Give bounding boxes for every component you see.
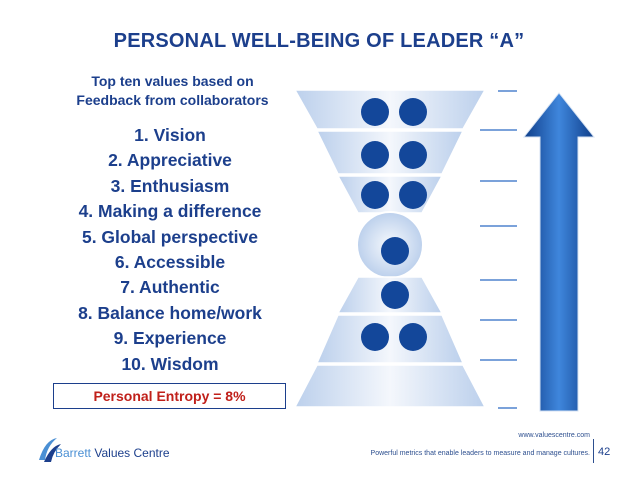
- footer-divider: [593, 439, 594, 463]
- logo-word-2: Values Centre: [94, 446, 170, 460]
- hourglass-diagram: [295, 89, 595, 412]
- value-dot: [361, 98, 389, 126]
- values-subtitle: Top ten values based on Feedback from co…: [55, 72, 290, 110]
- value-item-6: 6. Accessible: [114, 251, 226, 272]
- value-dot: [361, 181, 389, 209]
- value-item-8: 8. Balance home/work: [78, 302, 262, 323]
- hourglass-level-1: [295, 89, 487, 130]
- value-dot: [361, 323, 389, 351]
- value-item-5: 5. Global perspective: [81, 226, 259, 247]
- subtitle-line-2: Feedback from collaborators: [76, 92, 269, 108]
- value-dot: [399, 141, 427, 169]
- barrett-logo: [39, 438, 61, 462]
- hourglass-level-6: [315, 314, 465, 364]
- value-dot: [381, 281, 409, 309]
- values-list: 1. Vision 2. Appreciative 3. Enthusiasm …: [45, 123, 295, 377]
- value-dot: [399, 323, 427, 351]
- value-dot: [399, 98, 427, 126]
- page-number: 42: [598, 446, 611, 458]
- subtitle-line-1: Top ten values based on: [91, 73, 254, 89]
- value-item-10: 10. Wisdom: [121, 353, 219, 374]
- footer-url[interactable]: www.valuescentre.com: [518, 432, 590, 439]
- logo-word-1: Barrett: [55, 446, 92, 460]
- entropy-box: Personal Entropy = 8%: [53, 383, 286, 409]
- value-dot: [361, 141, 389, 169]
- up-arrow: [522, 92, 595, 412]
- value-item-7: 7. Authentic: [120, 277, 220, 298]
- value-item-2: 2. Appreciative: [108, 150, 232, 171]
- value-dot: [381, 237, 409, 265]
- slide-title: PERSONAL WELL-BEING OF LEADER “A”: [113, 30, 525, 52]
- value-item-1: 1. Vision: [134, 125, 206, 145]
- value-item-4: 4. Making a difference: [78, 201, 262, 222]
- value-item-3: 3. Enthusiasm: [110, 175, 230, 196]
- hourglass-level-2: [315, 130, 465, 175]
- value-dot: [399, 181, 427, 209]
- hourglass-level-7: [295, 364, 487, 408]
- logo-text: Barrett Values Centre: [55, 446, 170, 460]
- footer-tagline: Powerful metrics that enable leaders to …: [370, 450, 590, 457]
- value-item-9: 9. Experience: [113, 328, 227, 349]
